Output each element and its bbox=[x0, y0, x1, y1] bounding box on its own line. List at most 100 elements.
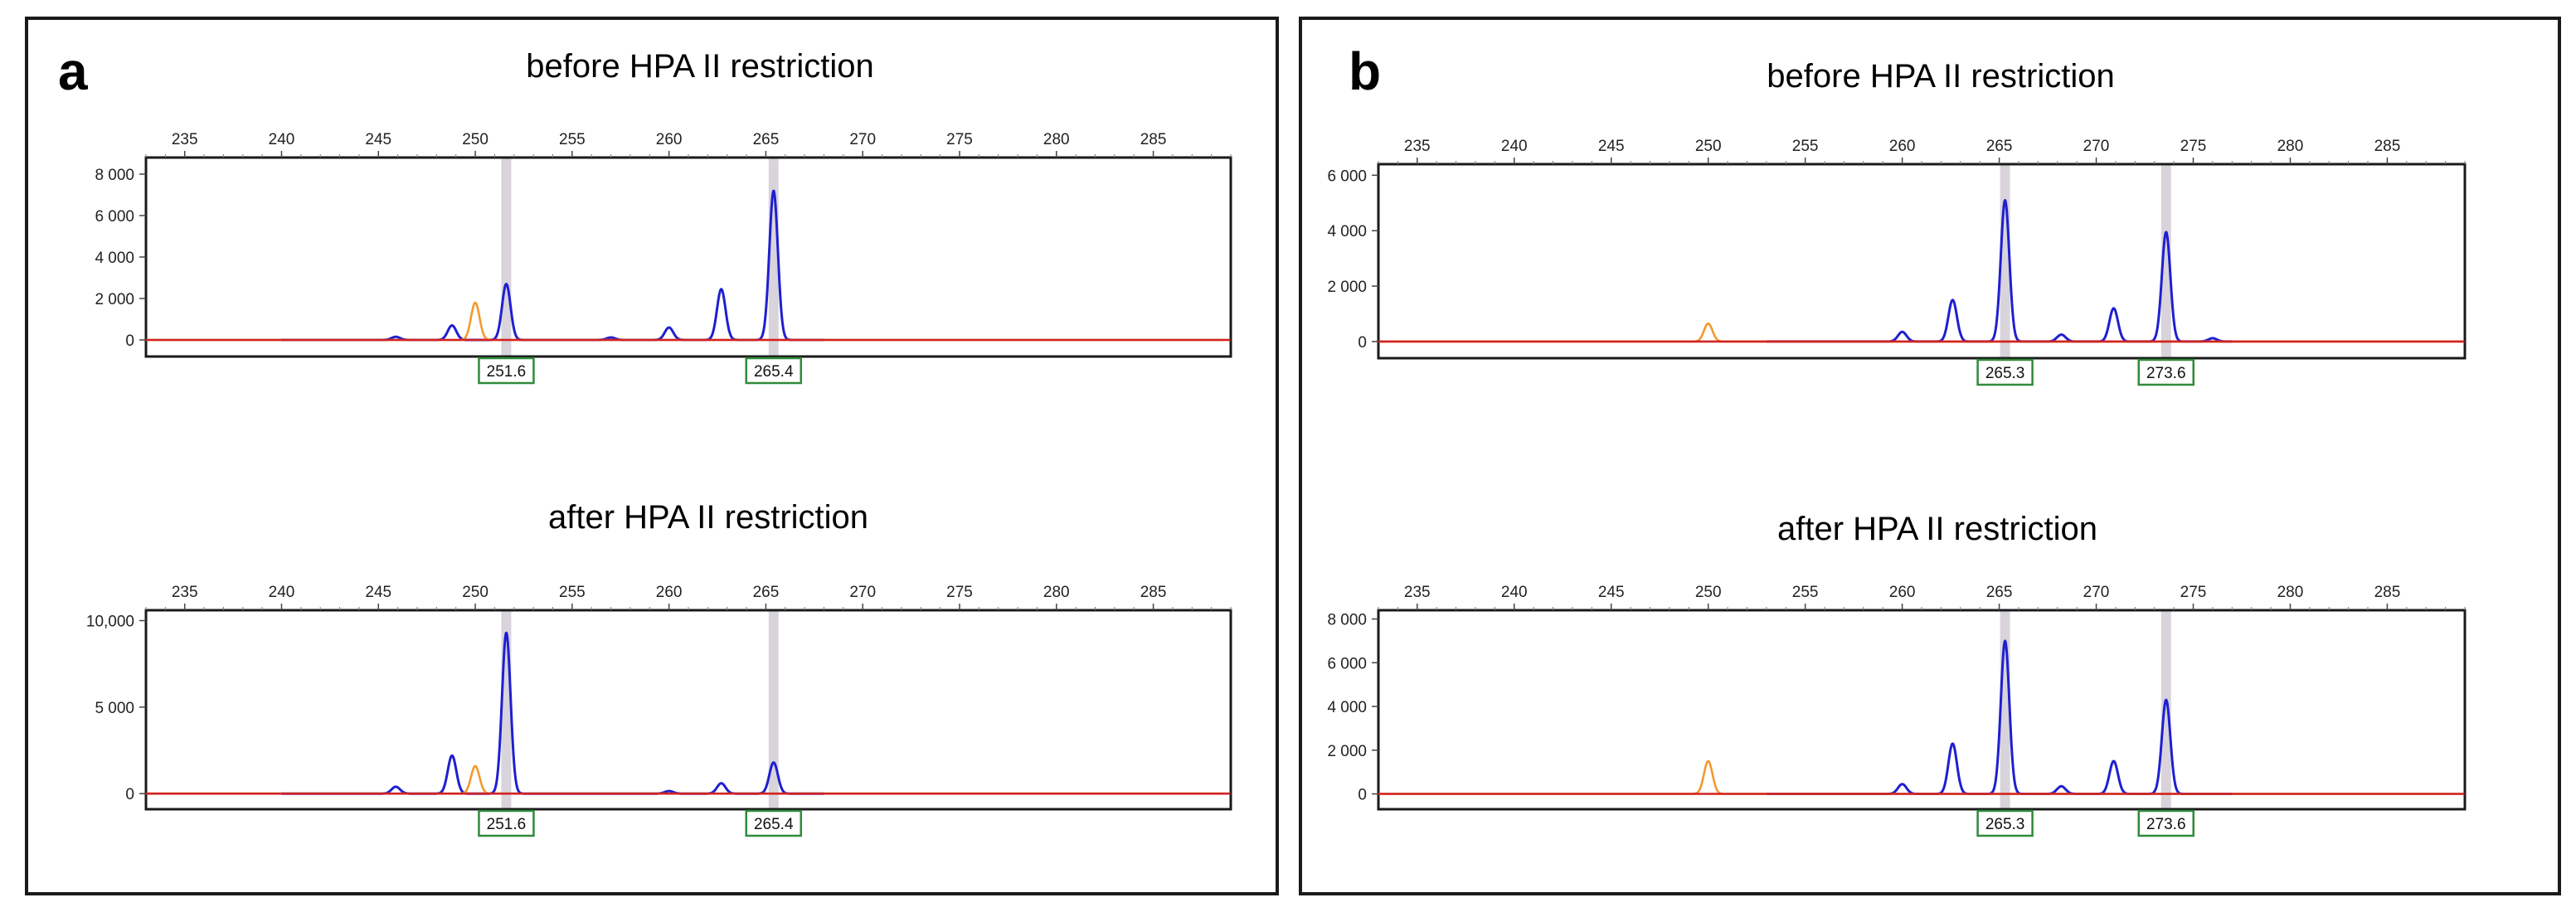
x-tick-label: 270 bbox=[849, 584, 876, 601]
x-tick-label: 245 bbox=[365, 131, 391, 148]
x-tick-label: 270 bbox=[2083, 584, 2110, 601]
chart-b-2: 235 240 245 250 255 260 265 270 275 280 285 0 2 000 4… bbox=[1327, 138, 2467, 386]
x-tick-label: 240 bbox=[1501, 138, 1528, 155]
trace-blue bbox=[280, 631, 825, 795]
chart-title: before HPA II restriction bbox=[1767, 58, 2115, 95]
x-tick-label: 255 bbox=[559, 131, 586, 148]
x-tick-label: 265 bbox=[753, 584, 780, 601]
y-tick-label: 6 000 bbox=[95, 208, 134, 226]
y-tick-label: 8 000 bbox=[95, 167, 134, 184]
y-tick-label: 8 000 bbox=[1327, 612, 1367, 629]
peak-label: 265.4 bbox=[754, 363, 794, 381]
x-tick-label: 260 bbox=[1889, 584, 1916, 601]
x-tick-label: 270 bbox=[849, 131, 876, 148]
peak-label: 265.4 bbox=[754, 816, 794, 833]
bin-highlight bbox=[2160, 610, 2171, 809]
x-tick-label: 245 bbox=[1598, 584, 1625, 601]
x-tick-label: 235 bbox=[1404, 584, 1431, 601]
x-tick-label: 275 bbox=[946, 131, 973, 148]
x-tick-label: 250 bbox=[462, 584, 488, 601]
plot-frame bbox=[1377, 163, 2467, 360]
trace-orange bbox=[145, 301, 1232, 342]
bin-highlight bbox=[2160, 164, 2171, 358]
chart-b-3: 235 240 245 250 255 260 265 270 275 280 285 0 2 000 4… bbox=[1327, 584, 2467, 837]
x-tick-label: 285 bbox=[1140, 131, 1167, 148]
x-tick-label: 280 bbox=[2277, 138, 2304, 155]
trace-orange bbox=[1378, 759, 2466, 795]
x-tick-label: 250 bbox=[1695, 138, 1722, 155]
x-tick-label: 255 bbox=[1792, 138, 1819, 155]
chart-title: after HPA II restriction bbox=[1776, 511, 2098, 547]
peak-label: 251.6 bbox=[487, 363, 527, 381]
x-tick-label: 275 bbox=[2180, 584, 2207, 601]
y-tick-label: 0 bbox=[125, 332, 134, 350]
peak-label: 251.6 bbox=[487, 816, 527, 833]
bin-highlight bbox=[501, 610, 512, 809]
x-tick-label: 280 bbox=[1043, 584, 1070, 601]
bin-highlight bbox=[501, 158, 512, 357]
peak-label-box bbox=[1976, 358, 2034, 386]
x-tick-label: 275 bbox=[946, 584, 973, 601]
plot-frame bbox=[144, 156, 1232, 358]
chart-title: before HPA II restriction bbox=[526, 48, 874, 85]
x-tick-label: 240 bbox=[1501, 584, 1528, 601]
y-tick-label: 4 000 bbox=[95, 250, 134, 267]
x-tick-label: 255 bbox=[559, 584, 586, 601]
x-tick-label: 275 bbox=[2180, 138, 2207, 155]
x-tick-label: 285 bbox=[1140, 584, 1167, 601]
trace-blue bbox=[280, 189, 825, 342]
x-tick-label: 245 bbox=[365, 584, 391, 601]
x-tick-label: 235 bbox=[1404, 138, 1431, 155]
peak-label-box bbox=[745, 357, 803, 385]
x-tick-label: 270 bbox=[2083, 138, 2110, 155]
peak-label-box bbox=[2137, 358, 2194, 386]
plot-frame bbox=[1377, 609, 2467, 811]
peak-label-box bbox=[478, 809, 535, 837]
y-tick-label: 6 000 bbox=[1327, 167, 1367, 185]
x-tick-label: 260 bbox=[1889, 138, 1916, 155]
panel-letter: b bbox=[1349, 41, 1382, 101]
peak-label-box bbox=[2137, 809, 2194, 837]
peak-label-box bbox=[745, 809, 803, 837]
x-tick-label: 240 bbox=[269, 584, 295, 601]
panel-letter: a bbox=[58, 41, 88, 101]
peak-label: 273.6 bbox=[2146, 816, 2186, 833]
x-tick-label: 285 bbox=[2374, 138, 2401, 155]
y-tick-label: 0 bbox=[125, 786, 134, 803]
peak-label: 265.3 bbox=[1985, 365, 2025, 382]
trace-orange bbox=[1378, 322, 2466, 343]
x-tick-label: 265 bbox=[753, 131, 780, 148]
x-tick-label: 260 bbox=[656, 131, 683, 148]
x-tick-label: 240 bbox=[269, 131, 295, 148]
x-tick-label: 250 bbox=[462, 131, 488, 148]
x-tick-label: 235 bbox=[172, 584, 198, 601]
y-tick-label: 0 bbox=[1358, 334, 1367, 352]
x-tick-label: 265 bbox=[1986, 138, 2013, 155]
peak-label: 265.3 bbox=[1985, 816, 2025, 833]
peak-label-box bbox=[478, 357, 535, 385]
y-tick-label: 6 000 bbox=[1327, 655, 1367, 672]
y-tick-label: 10,000 bbox=[86, 614, 134, 631]
panel-a: a before HPA II restriction after HPA II… bbox=[25, 17, 1279, 895]
x-tick-label: 255 bbox=[1792, 584, 1819, 601]
y-tick-label: 4 000 bbox=[1327, 699, 1367, 716]
x-tick-label: 265 bbox=[1986, 584, 2013, 601]
peak-label-box bbox=[1976, 809, 2034, 837]
x-tick-label: 245 bbox=[1598, 138, 1625, 155]
chart-a-1: 235 240 245 250 255 260 265 270 275 280 285 0 5 000 1… bbox=[86, 584, 1232, 837]
plot-frame bbox=[144, 609, 1232, 811]
bin-highlight bbox=[768, 610, 779, 809]
x-tick-label: 280 bbox=[2277, 584, 2304, 601]
chart-title: after HPA II restriction bbox=[547, 499, 869, 536]
y-tick-label: 4 000 bbox=[1327, 223, 1367, 240]
peak-label: 273.6 bbox=[2146, 365, 2186, 382]
y-tick-label: 2 000 bbox=[95, 291, 134, 308]
x-tick-label: 235 bbox=[172, 131, 198, 148]
trace-orange bbox=[145, 764, 1232, 795]
x-tick-label: 260 bbox=[656, 584, 683, 601]
y-tick-label: 5 000 bbox=[95, 700, 134, 717]
x-tick-label: 280 bbox=[1043, 131, 1070, 148]
x-tick-label: 285 bbox=[2374, 584, 2401, 601]
y-tick-label: 0 bbox=[1358, 787, 1367, 804]
